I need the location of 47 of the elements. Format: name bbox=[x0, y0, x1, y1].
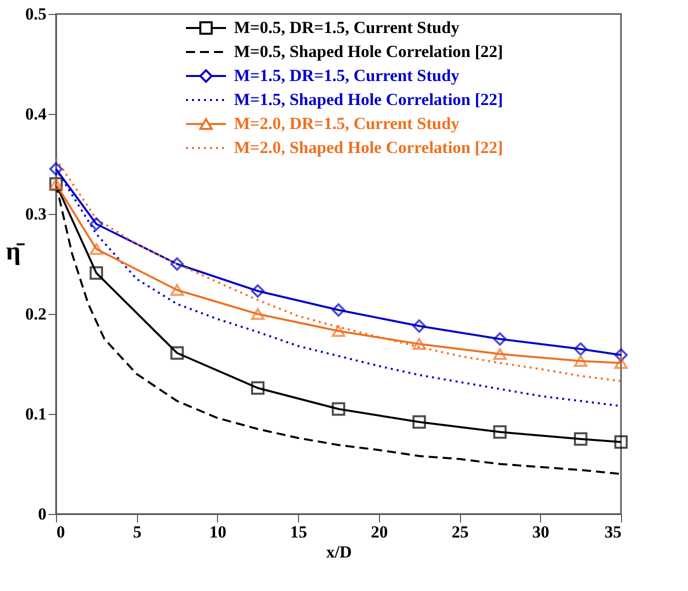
y-tick-label: 0.1 bbox=[25, 404, 46, 424]
x-tick-label: 35 bbox=[604, 522, 622, 542]
x-axis-title: x/D bbox=[326, 542, 352, 562]
point bbox=[332, 303, 346, 317]
legend-label: M=1.5, DR=1.5, Current Study bbox=[234, 66, 460, 85]
point bbox=[170, 346, 184, 360]
point bbox=[170, 257, 184, 271]
legend-label: M=1.5, Shaped Hole Correlation [22] bbox=[234, 90, 504, 109]
point bbox=[412, 338, 426, 350]
point bbox=[90, 243, 104, 255]
y-tick-label: 0.4 bbox=[25, 104, 47, 124]
point bbox=[493, 348, 507, 360]
x-tick-label: 30 bbox=[532, 522, 550, 542]
x-tick-label: 15 bbox=[290, 522, 308, 542]
point bbox=[90, 266, 104, 280]
point bbox=[614, 435, 628, 449]
point bbox=[332, 402, 346, 416]
x-tick-label: 10 bbox=[209, 522, 226, 542]
point bbox=[493, 332, 507, 346]
point bbox=[90, 217, 104, 231]
point bbox=[170, 284, 184, 296]
y-tick-label: 0.5 bbox=[25, 4, 46, 24]
y-tick-label: 0.2 bbox=[25, 304, 46, 324]
legend-label: M=0.5, Shaped Hole Correlation [22] bbox=[234, 42, 504, 61]
point bbox=[614, 348, 628, 362]
point bbox=[574, 432, 588, 446]
y-axis-title: η̄ bbox=[6, 236, 25, 266]
point bbox=[614, 357, 628, 369]
x-tick-label: 0 bbox=[56, 522, 65, 542]
y-tick-label: 0 bbox=[38, 504, 46, 524]
point bbox=[493, 425, 507, 439]
point bbox=[332, 325, 346, 337]
point bbox=[49, 162, 63, 176]
point bbox=[574, 355, 588, 367]
point bbox=[251, 381, 264, 395]
point bbox=[251, 284, 264, 298]
point bbox=[574, 342, 588, 356]
legend-label: M=2.0, Shaped Hole Correlation [22] bbox=[234, 138, 504, 157]
point bbox=[251, 308, 264, 320]
y-tick-label: 0.3 bbox=[25, 204, 46, 224]
point bbox=[412, 415, 426, 429]
x-tick-label: 20 bbox=[370, 522, 388, 542]
legend-label: M=2.0, DR=1.5, Current Study bbox=[234, 114, 460, 133]
x-tick-label: 25 bbox=[452, 522, 469, 542]
point bbox=[412, 319, 426, 333]
legend-label: M=0.5, DR=1.5, Current Study bbox=[234, 18, 460, 37]
x-tick-label: 5 bbox=[132, 522, 142, 542]
